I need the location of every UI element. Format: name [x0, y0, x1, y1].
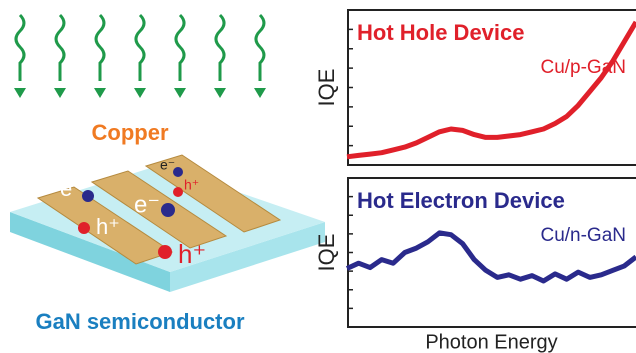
figure: Copper e⁻ h⁺ e⁻ h⁺ e⁻ h⁺ GaN semiconduct…	[0, 0, 636, 353]
panel-annotation: Cu/n-GaN	[540, 225, 626, 246]
light-arrow	[216, 15, 224, 81]
arrow-head	[134, 88, 146, 98]
carrier-label: e⁻	[160, 157, 175, 173]
light-arrow	[256, 15, 264, 81]
light-arrows	[16, 15, 264, 81]
y-axis-label: IQE	[314, 234, 339, 272]
carrier-label: e⁻	[134, 191, 160, 218]
carrier-label: h⁺	[96, 214, 120, 239]
arrow-head	[94, 88, 106, 98]
light-arrow	[136, 15, 144, 81]
y-axis-label: IQE	[314, 69, 339, 107]
arrow-head	[174, 88, 186, 98]
panel-annotation: Cu/p-GaN	[540, 57, 626, 78]
panel-title: Hot Electron Device	[357, 188, 565, 213]
hole	[173, 187, 183, 197]
arrow-head	[214, 88, 226, 98]
carrier-label: h⁺	[178, 239, 206, 269]
arrow-head	[54, 88, 66, 98]
light-arrow	[56, 15, 64, 81]
arrow-head	[14, 88, 26, 98]
light-arrow	[96, 15, 104, 81]
carrier-label: e⁻	[60, 176, 84, 201]
light-arrow	[176, 15, 184, 81]
arrow-head	[254, 88, 266, 98]
hole	[158, 245, 172, 259]
gan-label: GaN semiconductor	[35, 309, 244, 334]
copper-label: Copper	[92, 120, 169, 145]
panel-title: Hot Hole Device	[357, 20, 525, 45]
electron	[161, 203, 175, 217]
light-arrow	[16, 15, 24, 81]
arrow-heads	[14, 88, 266, 98]
x-axis-label: Photon Energy	[425, 331, 557, 353]
hole	[78, 222, 90, 234]
carrier-label: h⁺	[184, 177, 199, 193]
